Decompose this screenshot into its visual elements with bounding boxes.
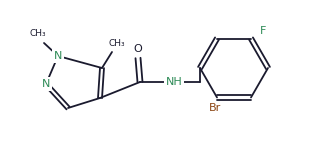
Text: Br: Br [209,103,221,113]
Text: CH₃: CH₃ [30,30,46,38]
Text: N: N [54,51,62,61]
Text: CH₃: CH₃ [109,38,125,48]
Text: NH: NH [166,77,182,87]
Text: N: N [42,79,50,89]
Text: O: O [134,44,142,54]
Text: F: F [260,25,266,36]
